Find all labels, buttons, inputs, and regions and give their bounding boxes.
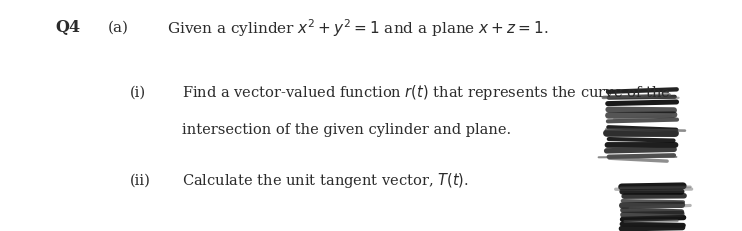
Text: (a): (a) bbox=[108, 21, 128, 35]
Text: Find a vector-valued function $r(t)$ that represents the curve of the: Find a vector-valued function $r(t)$ tha… bbox=[182, 83, 670, 102]
Text: Calculate the unit tangent vector, $\mathit{T}(t)$.: Calculate the unit tangent vector, $\mat… bbox=[182, 171, 469, 190]
Text: Q4: Q4 bbox=[56, 19, 81, 36]
Text: (i): (i) bbox=[130, 85, 146, 99]
Text: Given a cylinder $x^2 + y^2 = 1$ and a plane $x + z = 1$.: Given a cylinder $x^2 + y^2 = 1$ and a p… bbox=[167, 17, 548, 39]
Text: intersection of the given cylinder and plane.: intersection of the given cylinder and p… bbox=[182, 122, 511, 136]
Text: (ii): (ii) bbox=[130, 173, 151, 187]
